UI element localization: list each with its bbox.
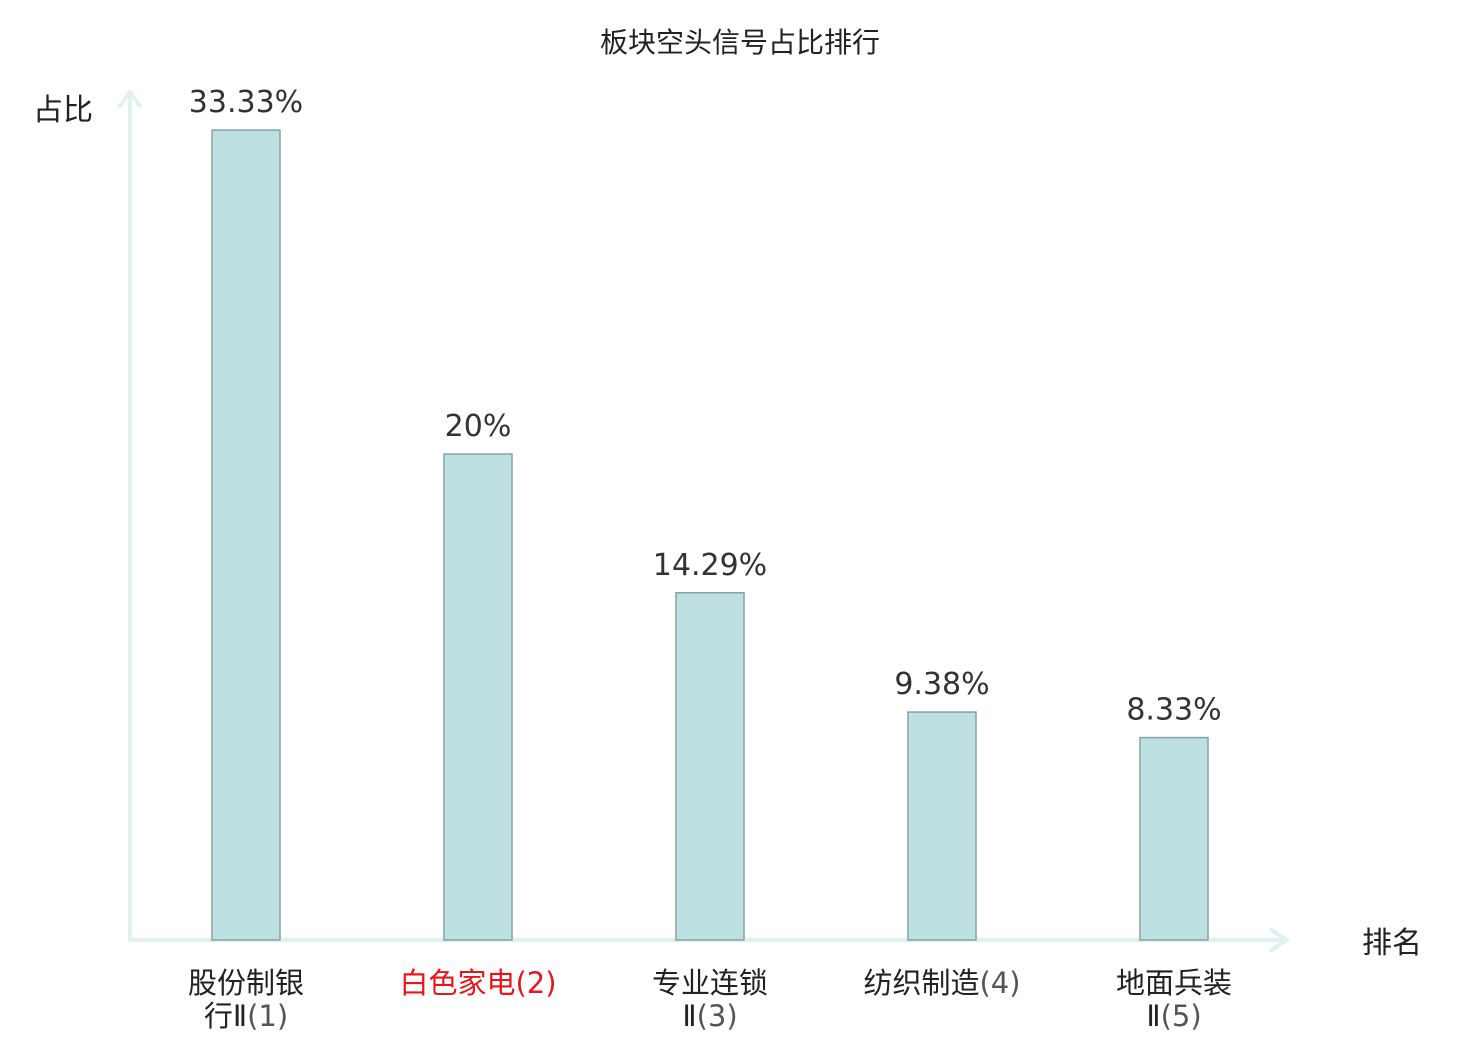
- y-axis-label: 占比: [33, 93, 93, 128]
- bar-5: [1139, 736, 1209, 941]
- bars-layer: [211, 129, 1209, 941]
- bar-4: [907, 711, 977, 941]
- x-axis-arrow: [1269, 928, 1289, 952]
- value-label-4: 9.38%: [894, 667, 989, 702]
- category-label-2: 白色家电(2): [399, 966, 556, 1000]
- x-axis-label: 排名: [1362, 926, 1422, 961]
- value-labels-layer: 33.33% 20% 14.29% 9.38% 8.33%: [189, 85, 1222, 728]
- y-axis-arrow: [118, 90, 142, 108]
- bar-2: [443, 453, 513, 941]
- bar-1: [211, 129, 281, 941]
- value-label-1: 33.33%: [189, 85, 303, 120]
- category-label-5: 地面兵装 Ⅱ(5): [1116, 966, 1232, 1033]
- category-label-1: 股份制银行Ⅱ(1): [188, 966, 304, 1033]
- chart-title: 板块空头信号占比排行: [600, 26, 880, 59]
- category-labels-layer: 股份制银行Ⅱ(1) 白色家电(2) 专业连锁 Ⅱ(3) 纺织制造(4) 地面兵装 Ⅱ(5): [188, 966, 1232, 1033]
- category-label-4: 纺织制造(4): [863, 966, 1020, 1000]
- category-label-3: 专业连锁 Ⅱ(3): [652, 966, 768, 1033]
- value-label-3: 14.29%: [653, 548, 767, 583]
- value-label-5: 8.33%: [1126, 693, 1221, 728]
- bar-3: [675, 592, 745, 941]
- value-label-2: 20%: [445, 409, 512, 444]
